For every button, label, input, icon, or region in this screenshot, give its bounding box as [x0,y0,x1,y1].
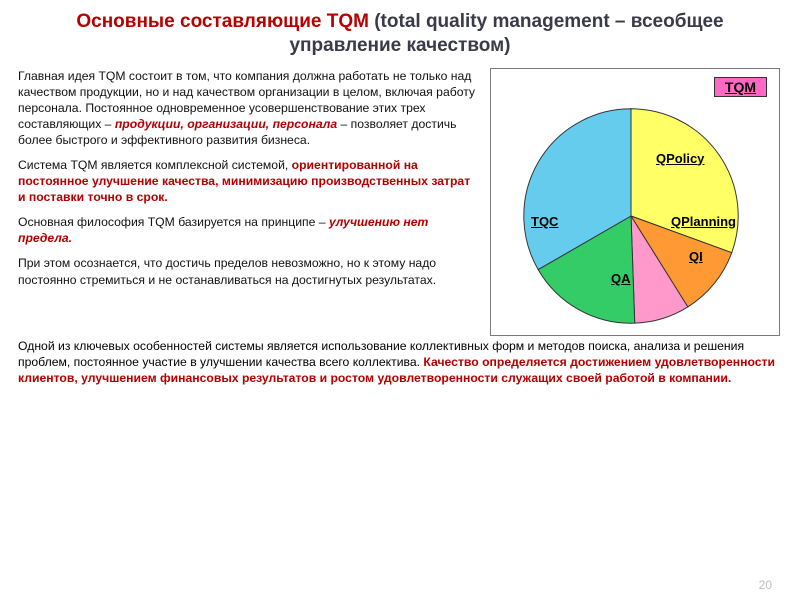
slice-label-qpolicy: QPolicy [656,151,704,166]
slice-label-qplanning: QPlanning [671,214,736,229]
slice-label-tqc: TQC [531,214,558,229]
para1: Главная идея TQM состоит в том, что комп… [18,68,478,148]
slice-label-qa: QA [611,271,631,286]
para3: Основная философия TQM базируется на при… [18,214,478,246]
para4: При этом осознается, что достичь предело… [18,255,478,287]
pie-chart-box: TQM QPolicy QPlanning QI QA TQC [490,68,780,336]
slice-label-qi: QI [689,249,703,264]
para5: Одной из ключевых особенностей системы я… [18,338,782,386]
chart-area: TQM QPolicy QPlanning QI QA TQC [478,68,778,336]
page-number: 20 [759,578,772,592]
slide-title: Основные составляющие TQM (total quality… [0,0,800,64]
title-red: Основные составляющие TQM [76,11,369,32]
tqm-badge: TQM [714,77,767,97]
content-row: Главная идея TQM состоит в том, что комп… [0,64,800,336]
para2: Система TQM является комплексной системо… [18,157,478,205]
bottom-text: Одной из ключевых особенностей системы я… [0,336,800,386]
left-text: Главная идея TQM состоит в том, что комп… [18,68,478,336]
